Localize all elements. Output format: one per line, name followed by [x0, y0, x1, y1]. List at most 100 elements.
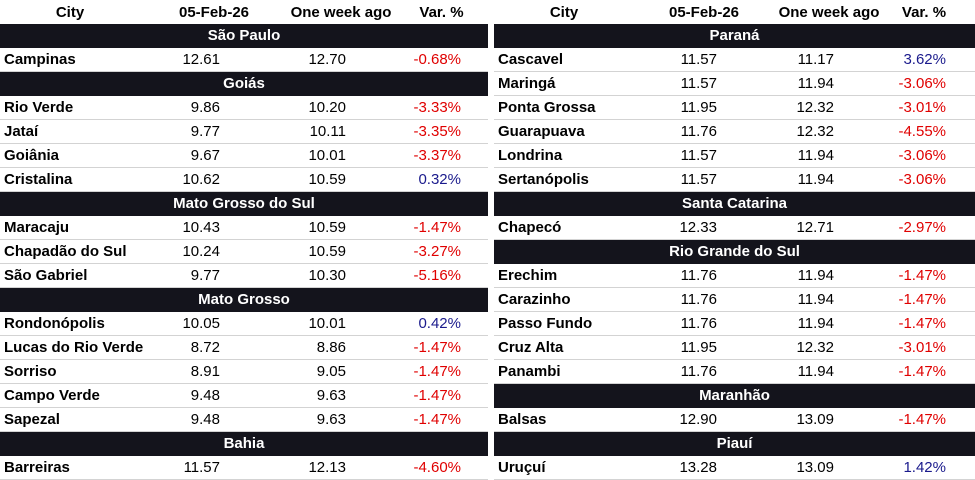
table-row: Sertanópolis 11.57 11.94 -3.06%	[494, 168, 975, 192]
week-ago-price: 11.94	[797, 267, 834, 284]
current-price: 10.62	[182, 171, 220, 188]
table-row: Panambi 11.76 11.94 -1.47%	[494, 360, 975, 384]
table-row: Chapadão do Sul 10.24 10.59 -3.27%	[0, 240, 488, 264]
table-row: Cristalina 10.62 10.59 0.32%	[0, 168, 488, 192]
current-price: 12.90	[679, 411, 717, 428]
city-name: Barreiras	[4, 459, 70, 476]
city-name: Cristalina	[4, 171, 73, 188]
variation-percent: -3.06%	[898, 75, 946, 92]
current-price: 9.48	[190, 387, 220, 404]
variation-percent: -1.47%	[898, 291, 946, 308]
table-row: Sapezal 9.48 9.63 -1.47%	[0, 408, 488, 432]
variation-percent: -3.06%	[898, 147, 946, 164]
city-name: Londrina	[498, 147, 563, 164]
region-header: Maranhão	[494, 384, 975, 408]
header-city: City	[549, 4, 579, 21]
variation-percent: -1.47%	[413, 411, 461, 428]
variation-percent: -3.33%	[413, 99, 461, 116]
current-price: 11.57	[680, 171, 717, 188]
table-row: Rondonópolis 10.05 10.01 0.42%	[0, 312, 488, 336]
header-week-ago: One week ago	[290, 4, 392, 21]
city-name: Ponta Grossa	[498, 99, 596, 116]
current-price: 13.28	[679, 459, 717, 476]
week-ago-price: 11.94	[797, 147, 834, 164]
table-row: São Gabriel 9.77 10.30 -5.16%	[0, 264, 488, 288]
city-name: Campinas	[4, 51, 76, 68]
variation-percent: -3.01%	[898, 339, 946, 356]
city-name: Jataí	[4, 123, 39, 140]
header-date: 05-Feb-26	[668, 4, 740, 21]
variation-percent: -1.47%	[898, 315, 946, 332]
region-header: Goiás	[0, 72, 488, 96]
table-row: Campo Verde 9.48 9.63 -1.47%	[0, 384, 488, 408]
week-ago-price: 11.94	[797, 75, 834, 92]
left-table-body: São Paulo Campinas 12.61 12.70 -0.68% Goiás Ri…	[0, 24, 488, 480]
city-name: Cruz Alta	[498, 339, 564, 356]
region-header: Rio Grande do Sul	[494, 240, 975, 264]
table-row: Uruçuí 13.28 13.09 1.42%	[494, 456, 975, 480]
city-name: Sorriso	[4, 363, 57, 380]
region-header: Mato Grosso	[0, 288, 488, 312]
current-price: 12.61	[182, 51, 220, 68]
week-ago-price: 11.94	[797, 315, 834, 332]
current-price: 10.43	[182, 219, 220, 236]
city-name: Panambi	[498, 363, 561, 380]
right-table-panel: City 05-Feb-26 One week ago Var. % Paran…	[494, 0, 975, 480]
current-price: 11.76	[680, 123, 717, 140]
table-row: Erechim 11.76 11.94 -1.47%	[494, 264, 975, 288]
current-price: 11.57	[680, 51, 717, 68]
variation-percent: -5.16%	[413, 267, 461, 284]
current-price: 9.77	[190, 267, 220, 284]
week-ago-price: 10.59	[308, 219, 346, 236]
variation-percent: 0.42%	[418, 315, 461, 332]
week-ago-price: 13.09	[796, 459, 834, 476]
current-price: 10.24	[182, 243, 220, 260]
city-name: Maringá	[498, 75, 556, 92]
variation-percent: -3.35%	[413, 123, 461, 140]
week-ago-price: 10.11	[309, 123, 346, 140]
variation-percent: 3.62%	[903, 51, 946, 68]
week-ago-price: 10.59	[308, 243, 346, 260]
city-name: Chapecó	[498, 219, 562, 236]
variation-percent: -1.47%	[898, 363, 946, 380]
table-row: Maringá 11.57 11.94 -3.06%	[494, 72, 975, 96]
city-name: Goiânia	[4, 147, 60, 164]
current-price: 9.86	[190, 99, 220, 116]
table-row: Ponta Grossa 11.95 12.32 -3.01%	[494, 96, 975, 120]
current-price: 8.72	[190, 339, 220, 356]
current-price: 11.76	[680, 291, 717, 308]
city-name: Sertanópolis	[498, 171, 589, 188]
table-row: Balsas 12.90 13.09 -1.47%	[494, 408, 975, 432]
city-name: São Gabriel	[4, 267, 88, 284]
current-price: 11.76	[680, 363, 717, 380]
variation-percent: -3.01%	[898, 99, 946, 116]
table-row: Londrina 11.57 11.94 -3.06%	[494, 144, 975, 168]
region-header: São Paulo	[0, 24, 488, 48]
current-price: 10.05	[182, 315, 220, 332]
variation-percent: -1.47%	[898, 267, 946, 284]
week-ago-price: 12.32	[796, 339, 834, 356]
city-name: Rondonópolis	[4, 315, 105, 332]
current-price: 9.67	[190, 147, 220, 164]
week-ago-price: 10.20	[308, 99, 346, 116]
table-header: City 05-Feb-26 One week ago Var. %	[494, 0, 975, 24]
variation-percent: -1.47%	[413, 363, 461, 380]
variation-percent: -3.06%	[898, 171, 946, 188]
current-price: 11.76	[680, 267, 717, 284]
variation-percent: -4.55%	[898, 123, 946, 140]
variation-percent: -3.37%	[413, 147, 461, 164]
header-city: City	[55, 4, 85, 21]
region-header: Paraná	[494, 24, 975, 48]
city-name: Rio Verde	[4, 99, 74, 116]
variation-percent: -0.68%	[413, 51, 461, 68]
current-price: 9.48	[190, 411, 220, 428]
left-table-panel: City 05-Feb-26 One week ago Var. % São P…	[0, 4, 488, 480]
week-ago-price: 9.63	[316, 387, 346, 404]
week-ago-price: 13.09	[796, 411, 834, 428]
week-ago-price: 11.94	[797, 171, 834, 188]
city-name: Erechim	[498, 267, 558, 284]
variation-percent: 0.32%	[418, 171, 461, 188]
city-name: Chapadão do Sul	[4, 243, 127, 260]
city-name: Sapezal	[4, 411, 60, 428]
variation-percent: -1.47%	[413, 219, 461, 236]
